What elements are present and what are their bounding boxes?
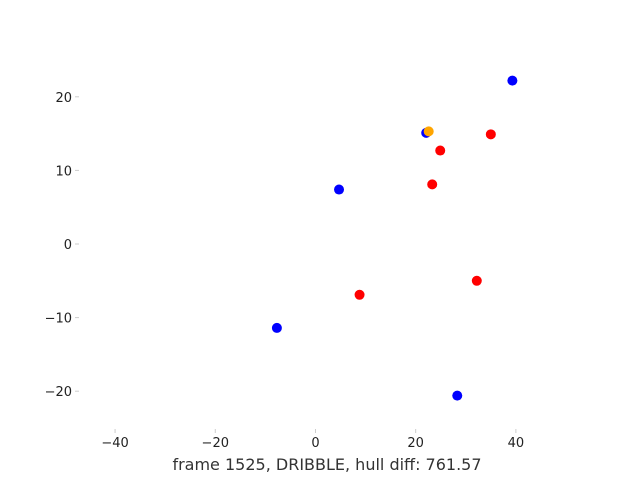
data-point [471, 275, 482, 286]
x-axis-label: frame 1525, DRIBBLE, hull diff: 761.57 [172, 455, 481, 474]
data-point [271, 322, 282, 333]
y-tick-label: 20 [55, 91, 72, 106]
y-tick-label: −20 [45, 385, 72, 400]
data-point [452, 390, 463, 401]
plot-area [271, 75, 518, 401]
y-tick-label: 0 [64, 238, 72, 253]
x-tick-label: −20 [202, 436, 229, 451]
y-tick-label: 10 [55, 164, 72, 179]
data-point [485, 129, 496, 140]
x-tick-label: 0 [311, 436, 319, 451]
y-tick-label: −10 [45, 312, 72, 327]
data-point [423, 126, 434, 137]
x-tick-label: 20 [407, 436, 424, 451]
x-axis: −40 −20 0 20 40 [101, 429, 524, 451]
data-point [435, 145, 446, 156]
data-point [354, 289, 365, 300]
data-point [334, 184, 345, 195]
y-axis: 20 10 0 −10 −20 [45, 91, 79, 400]
x-tick-label: −40 [101, 436, 128, 451]
data-point [427, 179, 438, 190]
data-point [507, 75, 518, 86]
x-tick-label: 40 [508, 436, 525, 451]
